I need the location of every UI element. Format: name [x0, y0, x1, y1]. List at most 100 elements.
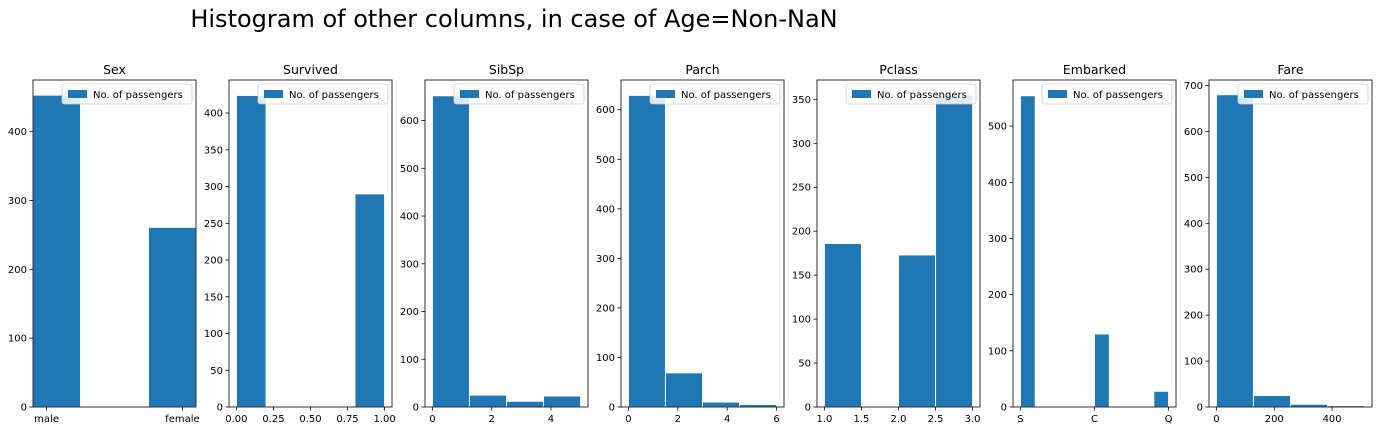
legend-box	[1041, 83, 1173, 105]
legend-label: No. of passengers	[877, 90, 967, 101]
axes-frame	[424, 79, 589, 408]
histogram-bar	[354, 193, 386, 408]
histogram-bar	[468, 394, 508, 408]
y-tick-label: 500	[988, 122, 1007, 133]
x-tick-label: 0	[1213, 414, 1219, 425]
legend-box	[845, 83, 977, 105]
x-tick-label: female	[165, 414, 199, 425]
subplot-parch: Parch 0 100 200 300 400 500 600 0 2 4 6 No. of passe…	[596, 62, 785, 425]
y-tick-label: 100	[8, 334, 27, 345]
y-tick-label: 100	[596, 353, 615, 364]
legend-label: No. of passengers	[1073, 90, 1163, 101]
y-tick-label: 350	[204, 145, 223, 156]
y-tick-label: 600	[596, 105, 615, 116]
y-tick-label: 0	[21, 403, 27, 414]
histogram-bar	[1094, 333, 1110, 408]
y-tick-label: 0	[1197, 403, 1203, 414]
legend-box	[649, 83, 781, 105]
x-tick-label: 2	[488, 414, 494, 425]
histogram-bar	[1252, 395, 1292, 408]
subplot-title: Parch	[685, 62, 719, 77]
y-tick-label: 400	[8, 127, 27, 138]
legend-label: No. of passengers	[93, 90, 183, 101]
y-tick-label: 500	[596, 155, 615, 166]
legend-swatch	[68, 90, 87, 98]
y-tick-label: 600	[400, 116, 419, 127]
x-tick-label: 200	[1265, 414, 1284, 425]
histogram-bar	[235, 94, 267, 408]
legend: No. of passengers	[1041, 83, 1173, 105]
y-tick-label: 300	[400, 259, 419, 270]
x-tick-label: 2.5	[928, 414, 944, 425]
legend-label: No. of passengers	[1269, 90, 1359, 101]
x-tick-label: 2	[675, 414, 681, 425]
x-tick-label: 4	[724, 414, 730, 425]
subplot-title: Survived	[283, 62, 338, 77]
x-tick-label: 0.75	[336, 414, 358, 425]
x-tick-label: C	[1091, 414, 1098, 425]
x-tick-label: 4	[548, 414, 554, 425]
y-tick-label: 400	[596, 204, 615, 215]
y-tick-label: 0	[413, 403, 419, 414]
subplot-title: SibSp	[489, 62, 524, 77]
y-tick-label: 150	[792, 271, 811, 282]
histogram-bar	[1215, 94, 1254, 408]
x-tick-label: 1.0	[816, 414, 832, 425]
x-tick-label: male	[34, 414, 59, 425]
figure-title: Histogram of other columns, in case of A…	[190, 5, 837, 33]
subplot-survived: Survived 0 50 100 150 200 250 300 350 400 0.00 0.25…	[204, 62, 396, 425]
y-tick-label: 200	[596, 303, 615, 314]
legend-swatch	[1048, 90, 1067, 98]
legend-box	[1237, 83, 1369, 105]
y-tick-label: 300	[596, 254, 615, 265]
x-tick-label: Q	[1165, 414, 1173, 425]
y-tick-label: 0	[805, 403, 811, 414]
x-tick-label: 0	[429, 414, 435, 425]
y-tick-label: 250	[792, 183, 811, 194]
histogram-bar	[1153, 390, 1170, 408]
y-tick-label: 500	[400, 164, 419, 175]
y-tick-label: 50	[210, 366, 223, 377]
x-tick-label: 6	[773, 414, 779, 425]
histogram-bar	[898, 254, 937, 408]
subplot-pclass: Pclass 0 50 100 150 200 250 300 350 1.0 1.5 2.0 2.5 3…	[792, 62, 981, 425]
x-tick-label: 1.5	[854, 414, 870, 425]
y-tick-label: 100	[1184, 357, 1203, 368]
histogram-bar	[935, 94, 974, 408]
histogram-bar	[431, 95, 470, 408]
x-tick-label: 3.0	[965, 414, 981, 425]
x-tick-label: 0.25	[262, 414, 284, 425]
subplot-fare: Fare 0 100 200 300 400 500 600 700 0 200 400 No. of …	[1184, 62, 1373, 425]
subplot-sibsp: SibSp 0 100 200 300 400 500 600 0 2 4 No. of passen…	[400, 62, 589, 425]
legend-swatch	[460, 90, 479, 98]
y-tick-label: 200	[8, 265, 27, 276]
axes-frame	[1208, 79, 1373, 408]
legend-box	[453, 83, 585, 105]
subplot-embarked: Embarked 0 100 200 300 400 500 S C Q No. of passen…	[988, 62, 1177, 425]
subplot-title: Fare	[1277, 62, 1304, 77]
y-tick-label: 0	[1001, 403, 1007, 414]
y-tick-label: 200	[204, 256, 223, 267]
histogram-bar	[664, 372, 703, 408]
histogram-bar	[506, 400, 545, 408]
y-tick-label: 600	[1184, 127, 1203, 138]
y-tick-label: 100	[988, 346, 1007, 357]
y-tick-label: 400	[988, 178, 1007, 189]
histogram-bar	[1290, 403, 1329, 408]
y-tick-label: 250	[204, 219, 223, 230]
legend: No. of passengers	[649, 83, 781, 105]
legend-label: No. of passengers	[485, 90, 575, 101]
x-tick-label: 0.50	[299, 414, 321, 425]
legend-box	[61, 83, 193, 105]
legend: No. of passengers	[1237, 83, 1369, 105]
axes-frame	[32, 79, 197, 408]
y-tick-label: 400	[400, 212, 419, 223]
y-tick-label: 700	[1184, 81, 1203, 92]
histogram-bar	[543, 395, 582, 408]
legend-swatch	[1244, 90, 1263, 98]
y-tick-label: 300	[988, 234, 1007, 245]
y-tick-label: 300	[1184, 265, 1203, 276]
x-tick-label: 1.00	[373, 414, 395, 425]
legend: No. of passengers	[61, 83, 193, 105]
